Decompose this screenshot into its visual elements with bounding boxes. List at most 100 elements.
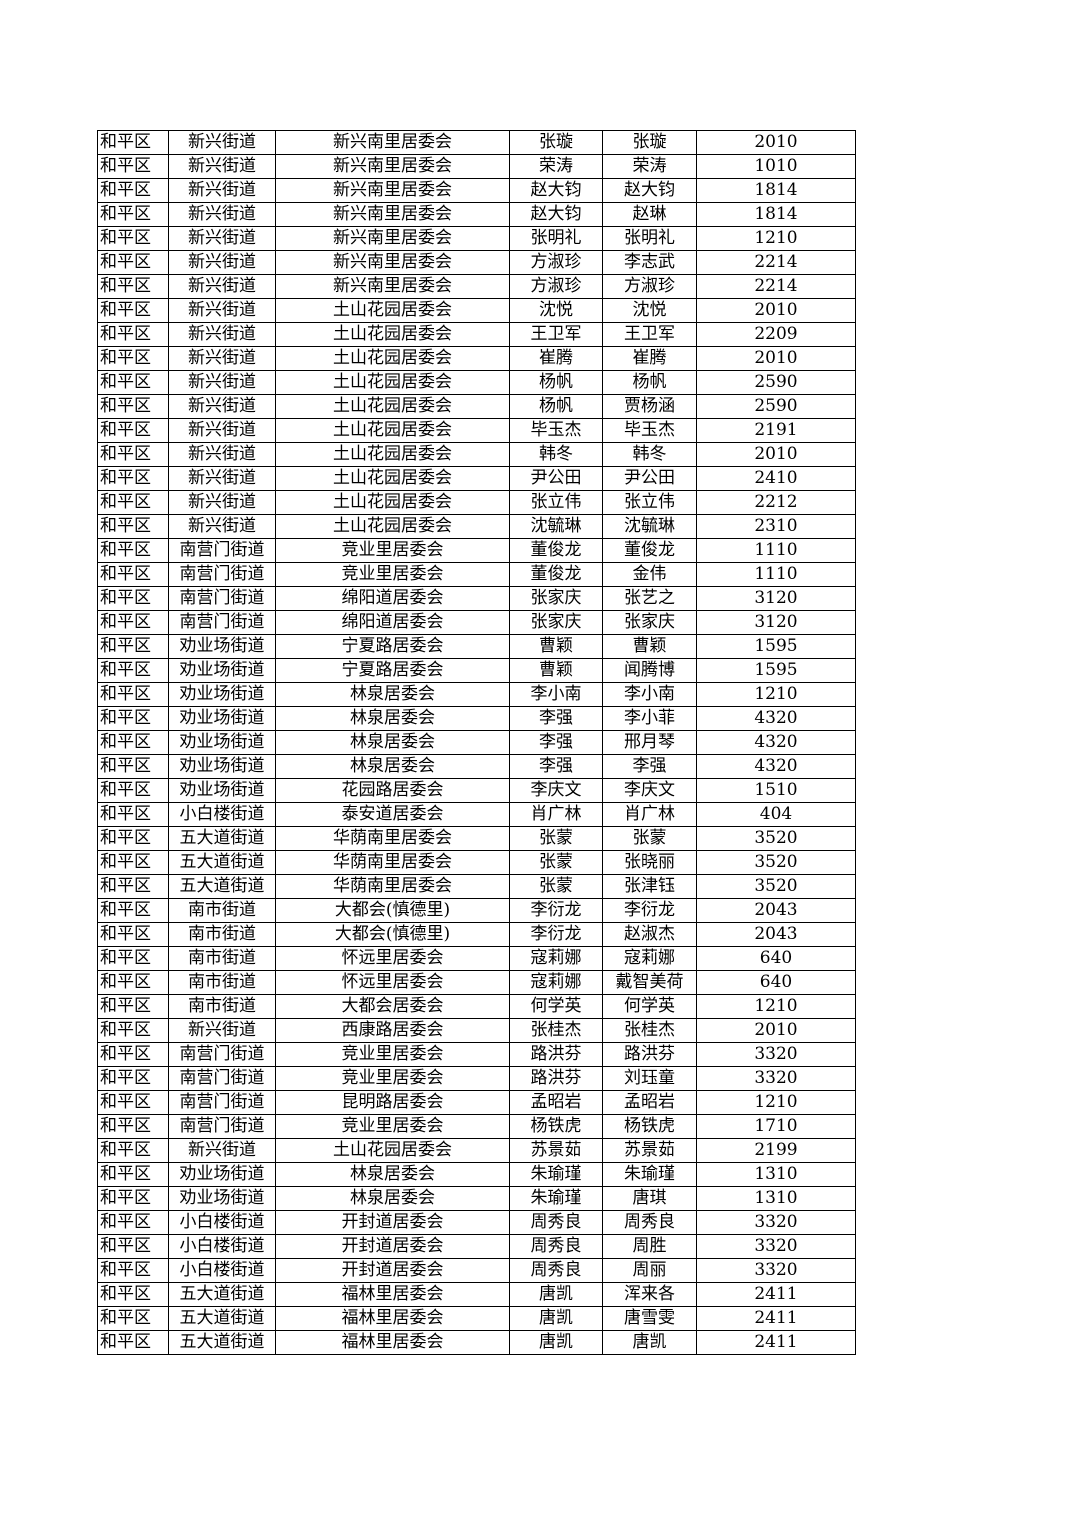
amount-cell: 2411 <box>696 1306 856 1331</box>
head-name-cell: 崔腾 <box>509 346 603 371</box>
amount-cell: 2214 <box>696 274 856 299</box>
amount-cell: 2410 <box>696 466 856 491</box>
head-name-cell: 李强 <box>509 754 603 779</box>
table-row: 和平区 劝业场街道 林泉居委会 朱瑜瑾 朱瑜瑾 1310 <box>97 1162 856 1187</box>
committee-cell: 华荫南里居委会 <box>275 874 510 899</box>
committee-cell: 林泉居委会 <box>275 706 510 731</box>
table-row: 和平区 五大道街道 华荫南里居委会 张蒙 张津钰 3520 <box>97 874 856 899</box>
table-row: 和平区 南市街道 大都会(慎德里) 李衍龙 赵淑杰 2043 <box>97 922 856 947</box>
table-row: 和平区 南市街道 大都会居委会 何学英 何学英 1210 <box>97 994 856 1019</box>
table-row: 和平区 小白楼街道 泰安道居委会 肖广林 肖广林 404 <box>97 802 856 827</box>
table-row: 和平区 新兴街道 西康路居委会 张桂杰 张桂杰 2010 <box>97 1018 856 1043</box>
head-name-cell: 杨帆 <box>509 394 603 419</box>
amount-cell: 2209 <box>696 322 856 347</box>
head-name-cell: 李强 <box>509 706 603 731</box>
district-cell: 和平区 <box>97 682 169 707</box>
district-cell: 和平区 <box>97 802 169 827</box>
street-cell: 小白楼街道 <box>168 1258 276 1283</box>
street-cell: 南营门街道 <box>168 1066 276 1091</box>
committee-cell: 华荫南里居委会 <box>275 826 510 851</box>
table-row: 和平区 五大道街道 福林里居委会 唐凯 浑来各 2411 <box>97 1282 856 1307</box>
committee-cell: 林泉居委会 <box>275 754 510 779</box>
amount-cell: 3520 <box>696 874 856 899</box>
district-cell: 和平区 <box>97 442 169 467</box>
table-row: 和平区 南营门街道 竞业里居委会 路洪芬 刘珏童 3320 <box>97 1066 856 1091</box>
table-row: 和平区 新兴街道 新兴南里居委会 赵大钧 赵琳 1814 <box>97 202 856 227</box>
district-cell: 和平区 <box>97 274 169 299</box>
street-cell: 劝业场街道 <box>168 634 276 659</box>
table-row: 和平区 劝业场街道 林泉居委会 李强 李小菲 4320 <box>97 706 856 731</box>
head-name-cell: 路洪芬 <box>509 1066 603 1091</box>
street-cell: 五大道街道 <box>168 874 276 899</box>
head-name-cell: 毕玉杰 <box>509 418 603 443</box>
head-name-cell: 张蒙 <box>509 850 603 875</box>
street-cell: 劝业场街道 <box>168 730 276 755</box>
table-row: 和平区 劝业场街道 林泉居委会 李小南 李小南 1210 <box>97 682 856 707</box>
head-name-cell: 唐凯 <box>509 1282 603 1307</box>
amount-cell: 1110 <box>696 538 856 563</box>
street-cell: 新兴街道 <box>168 1138 276 1163</box>
street-cell: 新兴街道 <box>168 370 276 395</box>
district-cell: 和平区 <box>97 298 169 323</box>
committee-cell: 宁夏路居委会 <box>275 658 510 683</box>
street-cell: 新兴街道 <box>168 130 276 155</box>
amount-cell: 4320 <box>696 730 856 755</box>
district-cell: 和平区 <box>97 874 169 899</box>
member-name-cell: 赵大钧 <box>602 178 697 203</box>
district-cell: 和平区 <box>97 1186 169 1211</box>
member-name-cell: 李小菲 <box>602 706 697 731</box>
district-cell: 和平区 <box>97 562 169 587</box>
committee-cell: 大都会(慎德里) <box>275 922 510 947</box>
committee-cell: 福林里居委会 <box>275 1306 510 1331</box>
member-name-cell: 李庆文 <box>602 778 697 803</box>
street-cell: 南营门街道 <box>168 1090 276 1115</box>
head-name-cell: 王卫军 <box>509 322 603 347</box>
amount-cell: 2010 <box>696 1018 856 1043</box>
member-name-cell: 唐雪雯 <box>602 1306 697 1331</box>
district-cell: 和平区 <box>97 1282 169 1307</box>
committee-cell: 土山花园居委会 <box>275 1138 510 1163</box>
street-cell: 五大道街道 <box>168 826 276 851</box>
amount-cell: 1595 <box>696 658 856 683</box>
district-cell: 和平区 <box>97 970 169 995</box>
head-name-cell: 张蒙 <box>509 826 603 851</box>
table-row: 和平区 劝业场街道 林泉居委会 李强 李强 4320 <box>97 754 856 779</box>
street-cell: 南市街道 <box>168 994 276 1019</box>
amount-cell: 4320 <box>696 754 856 779</box>
member-name-cell: 沈毓琳 <box>602 514 697 539</box>
table-row: 和平区 南营门街道 竞业里居委会 路洪芬 路洪芬 3320 <box>97 1042 856 1067</box>
member-name-cell: 董俊龙 <box>602 538 697 563</box>
street-cell: 新兴街道 <box>168 394 276 419</box>
committee-cell: 土山花园居委会 <box>275 514 510 539</box>
member-name-cell: 王卫军 <box>602 322 697 347</box>
amount-cell: 404 <box>696 802 856 827</box>
head-name-cell: 何学英 <box>509 994 603 1019</box>
amount-cell: 2590 <box>696 370 856 395</box>
district-cell: 和平区 <box>97 730 169 755</box>
head-name-cell: 沈毓琳 <box>509 514 603 539</box>
member-name-cell: 崔腾 <box>602 346 697 371</box>
member-name-cell: 周胜 <box>602 1234 697 1259</box>
committee-cell: 竞业里居委会 <box>275 1042 510 1067</box>
committee-cell: 绵阳道居委会 <box>275 610 510 635</box>
amount-cell: 3320 <box>696 1210 856 1235</box>
table-row: 和平区 新兴街道 新兴南里居委会 方淑珍 李志武 2214 <box>97 250 856 275</box>
amount-cell: 2010 <box>696 298 856 323</box>
committee-cell: 土山花园居委会 <box>275 370 510 395</box>
member-name-cell: 毕玉杰 <box>602 418 697 443</box>
amount-cell: 1814 <box>696 202 856 227</box>
head-name-cell: 李衍龙 <box>509 922 603 947</box>
table-row: 和平区 小白楼街道 开封道居委会 周秀良 周秀良 3320 <box>97 1210 856 1235</box>
member-name-cell: 方淑珍 <box>602 274 697 299</box>
head-name-cell: 周秀良 <box>509 1258 603 1283</box>
committee-cell: 新兴南里居委会 <box>275 250 510 275</box>
committee-cell: 花园路居委会 <box>275 778 510 803</box>
committee-cell: 土山花园居委会 <box>275 322 510 347</box>
member-name-cell: 周丽 <box>602 1258 697 1283</box>
district-cell: 和平区 <box>97 1090 169 1115</box>
amount-cell: 1510 <box>696 778 856 803</box>
member-name-cell: 赵琳 <box>602 202 697 227</box>
member-name-cell: 张明礼 <box>602 226 697 251</box>
district-cell: 和平区 <box>97 178 169 203</box>
table-row: 和平区 劝业场街道 宁夏路居委会 曹颖 曹颖 1595 <box>97 634 856 659</box>
